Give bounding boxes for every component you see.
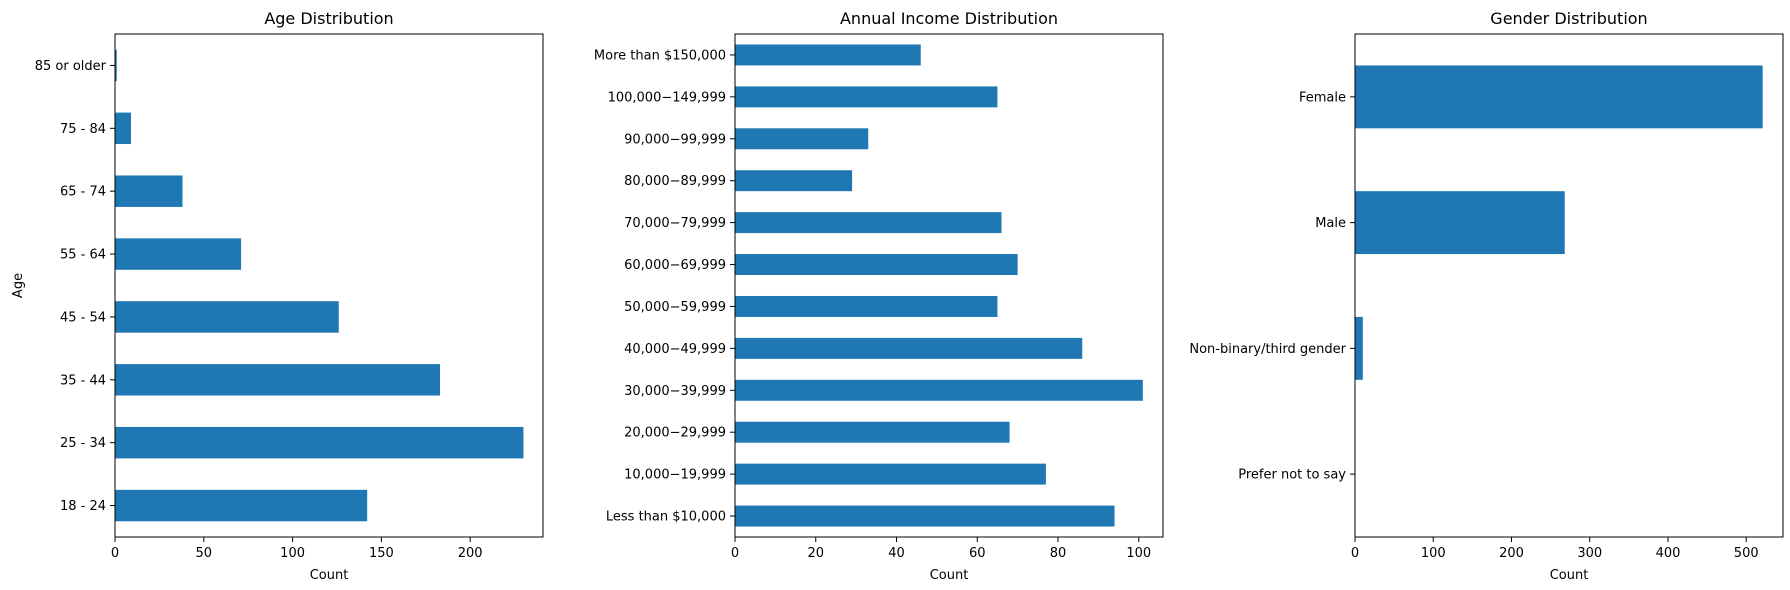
y-tick-label: 75 - 84 [60, 122, 106, 137]
x-tick-label: 500 [1734, 546, 1759, 561]
plot-frame [1354, 33, 1784, 538]
bar [735, 295, 998, 317]
y-tick-label: 18 - 24 [60, 499, 106, 514]
bar [735, 463, 1046, 485]
x-tick-label: 200 [458, 546, 483, 561]
bar [1355, 316, 1363, 380]
y-tick-label: 25 - 34 [60, 436, 106, 451]
x-tick-label: 40 [888, 546, 905, 561]
y-tick-label: 45 - 54 [60, 310, 106, 325]
y-tick-label: Male [1315, 216, 1346, 231]
y-tick-label: 50,000−59,999 [624, 300, 726, 315]
y-tick-label: 10,000−19,999 [624, 468, 726, 483]
bar [735, 337, 1083, 359]
chart-title: Annual Income Distribution [840, 9, 1058, 28]
x-tick-label: 100 [280, 546, 305, 561]
y-axis-label: Age [11, 273, 26, 298]
chart-1: 18 - 24 25 - 34 35 - 44 45 - 54 55 - 64 65 - … [11, 9, 544, 583]
bar [735, 505, 1115, 527]
chart-title: Gender Distribution [1490, 9, 1647, 28]
x-tick-label: 0 [731, 546, 739, 561]
bar [1355, 65, 1763, 129]
x-tick-label: 100 [1126, 546, 1151, 561]
bar [735, 379, 1143, 401]
x-tick-label: 20 [807, 546, 824, 561]
y-tick-label: Less than $10,000 [606, 510, 726, 525]
bar [735, 86, 998, 108]
y-tick-label: Female [1299, 90, 1346, 105]
chart-2: Less than $10,000 10,000−19,999 20,000−29,… [594, 9, 1164, 583]
x-tick-label: 80 [1050, 546, 1067, 561]
chart-3: Prefer not to say Non-binary/third gender… [1189, 9, 1784, 583]
y-tick-label: 35 - 44 [60, 373, 106, 388]
y-tick-label: 85 or older [35, 59, 107, 74]
bar [115, 489, 368, 522]
y-tick-label: More than $150,000 [594, 48, 726, 63]
x-tick-label: 400 [1656, 546, 1681, 561]
x-tick-label: 60 [969, 546, 986, 561]
y-tick-label: Prefer not to say [1238, 468, 1346, 483]
bar [115, 112, 131, 145]
bar [115, 426, 524, 459]
y-tick-label: 70,000−79,999 [624, 216, 726, 231]
y-tick-label: 20,000−29,999 [624, 426, 726, 441]
bar [735, 212, 1002, 234]
y-tick-label: Non-binary/third gender [1189, 342, 1346, 357]
x-axis-label: Count [310, 568, 349, 583]
x-tick-label: 200 [1499, 546, 1524, 561]
y-tick-label: 55 - 64 [60, 248, 106, 263]
bar [115, 49, 117, 82]
bar [115, 238, 242, 270]
bar [735, 44, 921, 66]
y-tick-label: 65 - 74 [60, 185, 106, 200]
bar [735, 421, 1010, 443]
x-tick-label: 50 [196, 546, 213, 561]
bar [115, 301, 339, 333]
x-tick-label: 100 [1421, 546, 1446, 561]
x-tick-label: 150 [369, 546, 394, 561]
bar [115, 175, 183, 207]
bar [1355, 191, 1565, 255]
y-tick-label: 100,000−149,999 [608, 90, 726, 105]
bar [115, 364, 440, 396]
y-tick-label: 60,000−69,999 [624, 258, 726, 273]
bar [735, 254, 1018, 276]
chart-title: Age Distribution [264, 9, 393, 28]
y-tick-label: 80,000−89,999 [624, 174, 726, 189]
x-axis-label: Count [1550, 568, 1589, 583]
y-tick-label: 40,000−49,999 [624, 342, 726, 357]
plot-frame [114, 33, 544, 538]
x-tick-label: 300 [1577, 546, 1602, 561]
x-tick-label: 0 [111, 546, 119, 561]
bar [735, 170, 853, 192]
x-tick-label: 0 [1351, 546, 1359, 561]
bar [735, 128, 869, 150]
x-axis-label: Count [930, 568, 969, 583]
y-tick-label: 30,000−39,999 [624, 384, 726, 399]
y-tick-label: 90,000−99,999 [624, 132, 726, 147]
plot-frame [734, 33, 1164, 538]
